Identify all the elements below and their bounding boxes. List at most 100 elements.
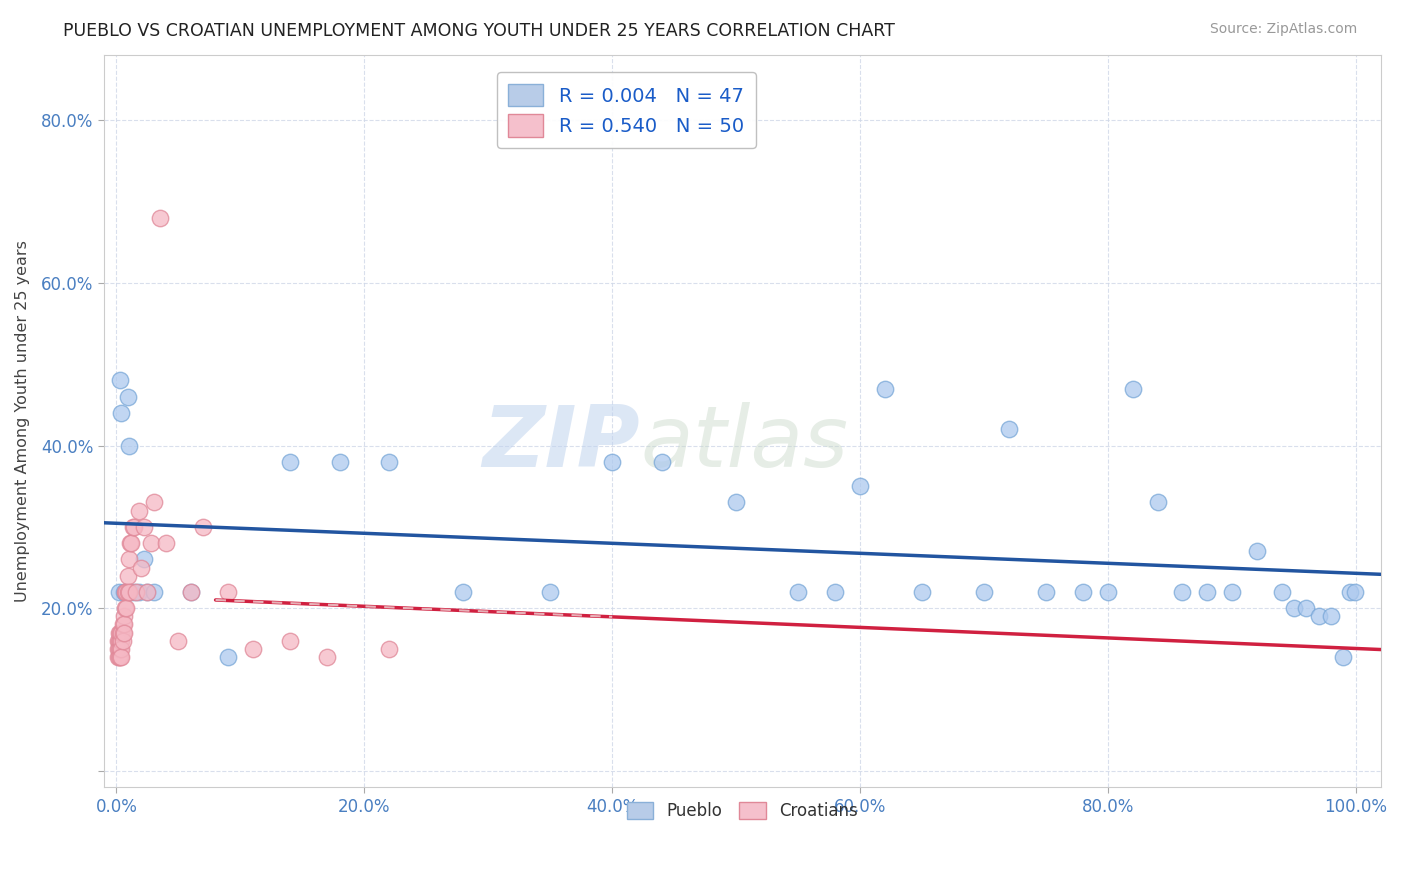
Point (1339, 585, 1361, 599)
Point (112, 625, 135, 640)
Point (108, 633, 131, 648)
Point (108, 633, 131, 648)
Text: atlas: atlas (640, 401, 848, 484)
Text: Source: ZipAtlas.com: Source: ZipAtlas.com (1209, 22, 1357, 37)
Point (1122, 382, 1144, 396)
Point (108, 625, 131, 640)
Point (142, 495, 165, 509)
Point (911, 585, 934, 599)
Point (217, 585, 239, 599)
Point (328, 455, 350, 469)
Point (110, 641, 132, 656)
Point (278, 633, 301, 648)
Point (180, 585, 202, 599)
Legend: Pueblo, Croatians: Pueblo, Croatians (620, 795, 865, 826)
Point (217, 650, 239, 665)
Point (111, 625, 134, 640)
Point (787, 585, 810, 599)
Text: PUEBLO VS CROATIAN UNEMPLOYMENT AMONG YOUTH UNDER 25 YEARS CORRELATION CHART: PUEBLO VS CROATIAN UNEMPLOYMENT AMONG YO… (63, 22, 896, 40)
Point (1308, 609, 1330, 624)
Point (115, 585, 138, 599)
Point (132, 520, 155, 534)
Point (1295, 601, 1317, 615)
Point (108, 625, 131, 640)
Point (1343, 585, 1365, 599)
Point (107, 633, 129, 648)
Point (120, 536, 142, 550)
Point (114, 601, 136, 615)
Point (120, 536, 142, 550)
Point (180, 585, 202, 599)
Point (117, 585, 139, 599)
Point (110, 625, 132, 640)
Point (117, 568, 139, 582)
Point (1171, 585, 1194, 599)
Point (111, 633, 134, 648)
Point (128, 503, 150, 517)
Point (118, 552, 141, 566)
Point (973, 585, 995, 599)
Point (108, 641, 131, 656)
Point (120, 585, 142, 599)
Point (824, 585, 846, 599)
Point (278, 455, 301, 469)
Point (132, 552, 155, 566)
Text: ZIP: ZIP (482, 401, 640, 484)
Point (1197, 585, 1219, 599)
Point (110, 406, 132, 420)
Point (725, 495, 748, 509)
Y-axis label: Unemployment Among Youth under 25 years: Unemployment Among Youth under 25 years (15, 240, 30, 602)
Point (149, 211, 172, 225)
Point (242, 641, 264, 656)
Point (117, 390, 139, 404)
Point (112, 609, 135, 624)
Point (1097, 585, 1119, 599)
Point (107, 641, 129, 656)
Point (1246, 544, 1268, 558)
Point (378, 641, 401, 656)
Point (142, 585, 165, 599)
Point (1035, 585, 1057, 599)
Point (316, 650, 339, 665)
Point (110, 650, 132, 665)
Point (873, 382, 896, 396)
Point (136, 585, 159, 599)
Point (114, 585, 136, 599)
Point (1220, 585, 1243, 599)
Point (849, 479, 872, 493)
Point (1270, 585, 1292, 599)
Point (378, 455, 401, 469)
Point (167, 633, 190, 648)
Point (108, 374, 131, 388)
Point (124, 585, 146, 599)
Point (112, 617, 135, 632)
Point (600, 455, 623, 469)
Point (108, 641, 131, 656)
Point (118, 439, 141, 453)
Point (453, 585, 475, 599)
Point (1320, 609, 1343, 624)
Point (111, 617, 134, 632)
Point (155, 536, 177, 550)
Point (129, 560, 152, 574)
Point (128, 585, 150, 599)
Point (1071, 585, 1094, 599)
Point (112, 585, 135, 599)
Point (122, 520, 145, 534)
Point (1333, 650, 1355, 665)
Point (651, 455, 673, 469)
Point (538, 585, 561, 599)
Point (1282, 601, 1305, 615)
Point (108, 650, 131, 665)
Point (125, 585, 148, 599)
Point (115, 601, 138, 615)
Point (136, 585, 159, 599)
Point (110, 633, 132, 648)
Point (114, 585, 136, 599)
Point (139, 536, 162, 550)
Point (108, 650, 131, 665)
Point (107, 650, 129, 665)
Point (121, 520, 143, 534)
Point (1146, 495, 1168, 509)
Point (118, 585, 141, 599)
